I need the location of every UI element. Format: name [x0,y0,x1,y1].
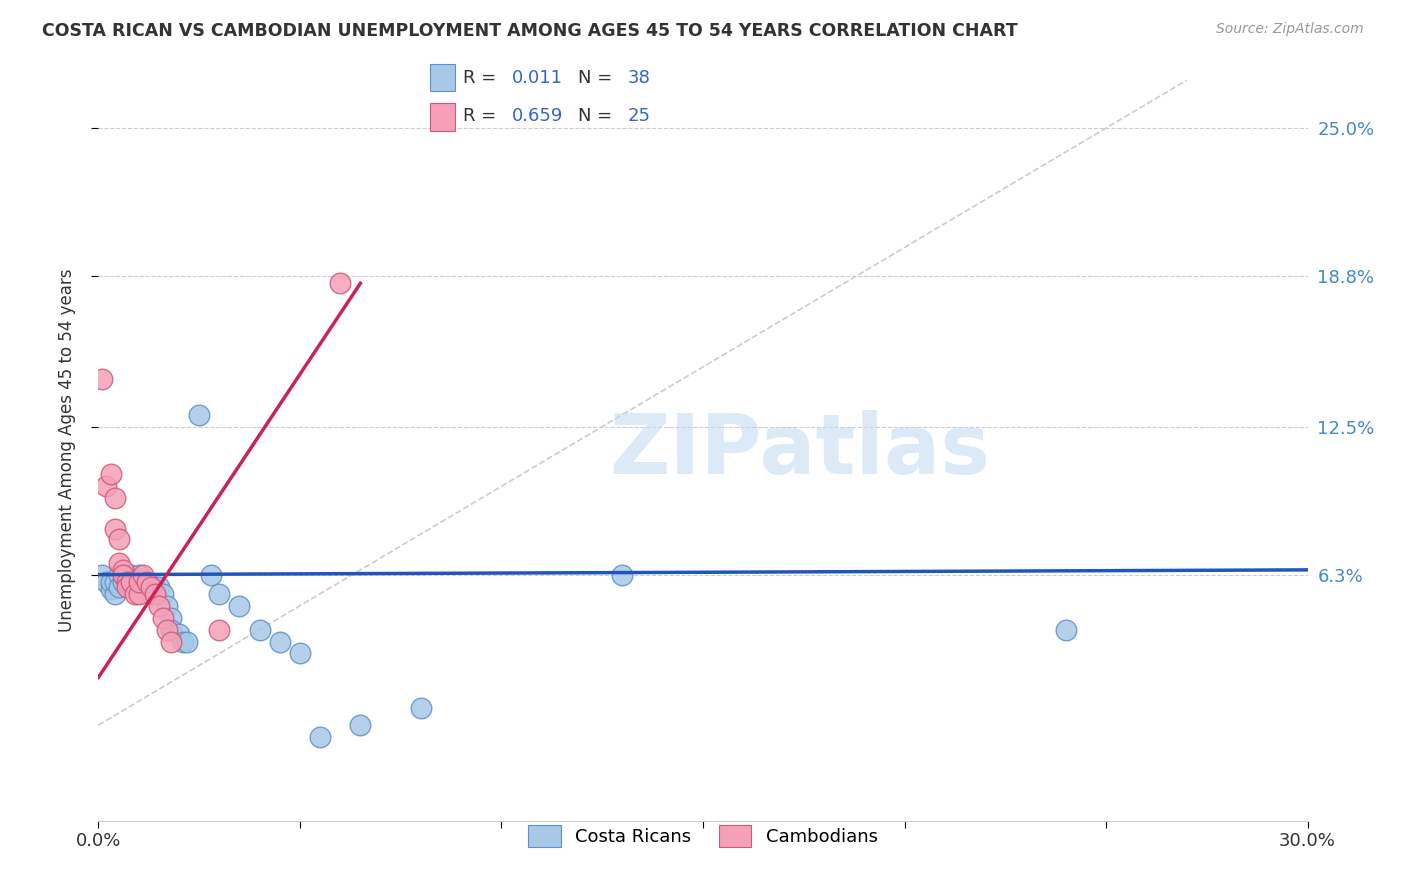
Point [269,634,291,648]
Point [172,634,194,648]
Point [135,574,157,589]
Point [132,567,155,582]
Point [139,580,162,594]
Point [107,567,129,582]
Text: R =: R = [463,70,502,87]
Point [91,372,114,386]
Point [148,599,170,613]
Point [152,610,174,624]
Text: 38: 38 [627,70,651,87]
Point [96,574,118,589]
Point [156,599,179,613]
Point [128,567,150,582]
Text: 0.011: 0.011 [512,70,564,87]
Point [409,701,432,715]
Point [115,567,138,582]
Point [103,574,125,589]
Point [176,634,198,648]
Point [612,567,634,582]
Point [139,587,162,601]
Point [152,587,174,601]
Point [103,587,125,601]
Text: COSTA RICAN VS CAMBODIAN UNEMPLOYMENT AMONG AGES 45 TO 54 YEARS CORRELATION CHAR: COSTA RICAN VS CAMBODIAN UNEMPLOYMENT AM… [42,22,1018,40]
Point [115,574,138,589]
Point [148,580,170,594]
Point [107,532,129,546]
Point [111,563,134,577]
Point [156,623,179,637]
Point [111,574,134,589]
Point [107,556,129,570]
Point [103,491,125,506]
FancyBboxPatch shape [430,63,454,92]
Point [124,574,146,589]
FancyBboxPatch shape [430,103,454,131]
Point [100,574,122,589]
Point [188,408,211,422]
Point [107,580,129,594]
Point [128,587,150,601]
Point [143,580,166,594]
Point [309,730,332,744]
Point [208,587,231,601]
Point [128,574,150,589]
Point [96,479,118,493]
Text: 0.659: 0.659 [512,107,564,125]
Point [120,567,142,582]
Point [128,580,150,594]
Y-axis label: Unemployment Among Ages 45 to 54 years: Unemployment Among Ages 45 to 54 years [58,268,76,632]
Point [132,574,155,589]
Text: N =: N = [578,107,619,125]
Text: R =: R = [463,107,502,125]
Point [249,623,271,637]
Point [200,567,222,582]
Point [167,627,190,641]
Point [228,599,250,613]
Point [100,582,122,596]
Point [135,580,157,594]
Point [349,718,371,732]
Point [115,580,138,594]
Point [111,567,134,582]
Text: ZIPatlas: ZIPatlas [609,410,990,491]
Point [124,587,146,601]
Point [208,623,231,637]
Point [120,574,142,589]
Point [103,522,125,536]
Point [91,567,114,582]
Point [329,277,352,291]
Text: N =: N = [578,70,619,87]
Text: Source: ZipAtlas.com: Source: ZipAtlas.com [1216,22,1364,37]
Legend: Costa Ricans, Cambodians: Costa Ricans, Cambodians [519,816,887,856]
Point [100,467,122,482]
Text: 25: 25 [627,107,651,125]
Point [160,610,183,624]
Point [143,587,166,601]
Point [160,634,183,648]
Point [288,647,311,661]
Point [160,623,183,637]
Point [1054,623,1077,637]
